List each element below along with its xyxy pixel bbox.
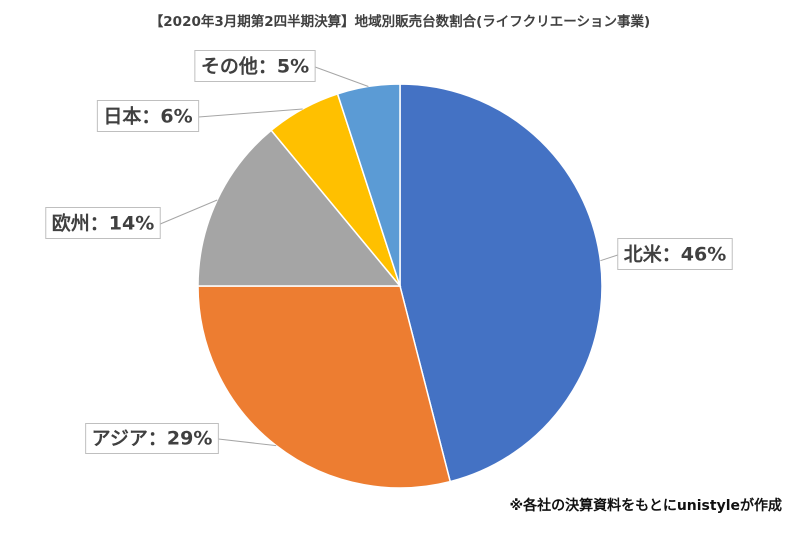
note: ※各社の決算資料をもとにunistyleが作成 [509, 497, 782, 514]
chart-title: 【2020年3月期第2四半期決算】地域別販売台数割合(ライフクリエーション事業) [150, 13, 650, 30]
leader-line [314, 66, 369, 87]
data-label: その他：5% [201, 55, 309, 78]
leader-line [198, 108, 303, 118]
label-box [96, 100, 200, 132]
label-box [45, 207, 161, 239]
label-box [85, 423, 219, 454]
label-box [194, 50, 316, 82]
data-label: アジア：29% [92, 428, 213, 450]
pie-slice [336, 83, 401, 287]
data-label: 北米：46% [624, 243, 726, 266]
data-label: 日本：6% [103, 105, 192, 128]
leader-line [600, 254, 618, 262]
label-box [617, 238, 733, 270]
leader-line [160, 199, 218, 225]
data-label: 欧州：14% [52, 212, 154, 235]
leader-line [218, 438, 277, 447]
